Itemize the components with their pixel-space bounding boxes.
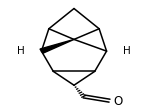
Text: H: H: [123, 46, 131, 56]
Text: O: O: [114, 95, 123, 108]
Text: H: H: [17, 46, 25, 56]
Polygon shape: [40, 39, 74, 53]
